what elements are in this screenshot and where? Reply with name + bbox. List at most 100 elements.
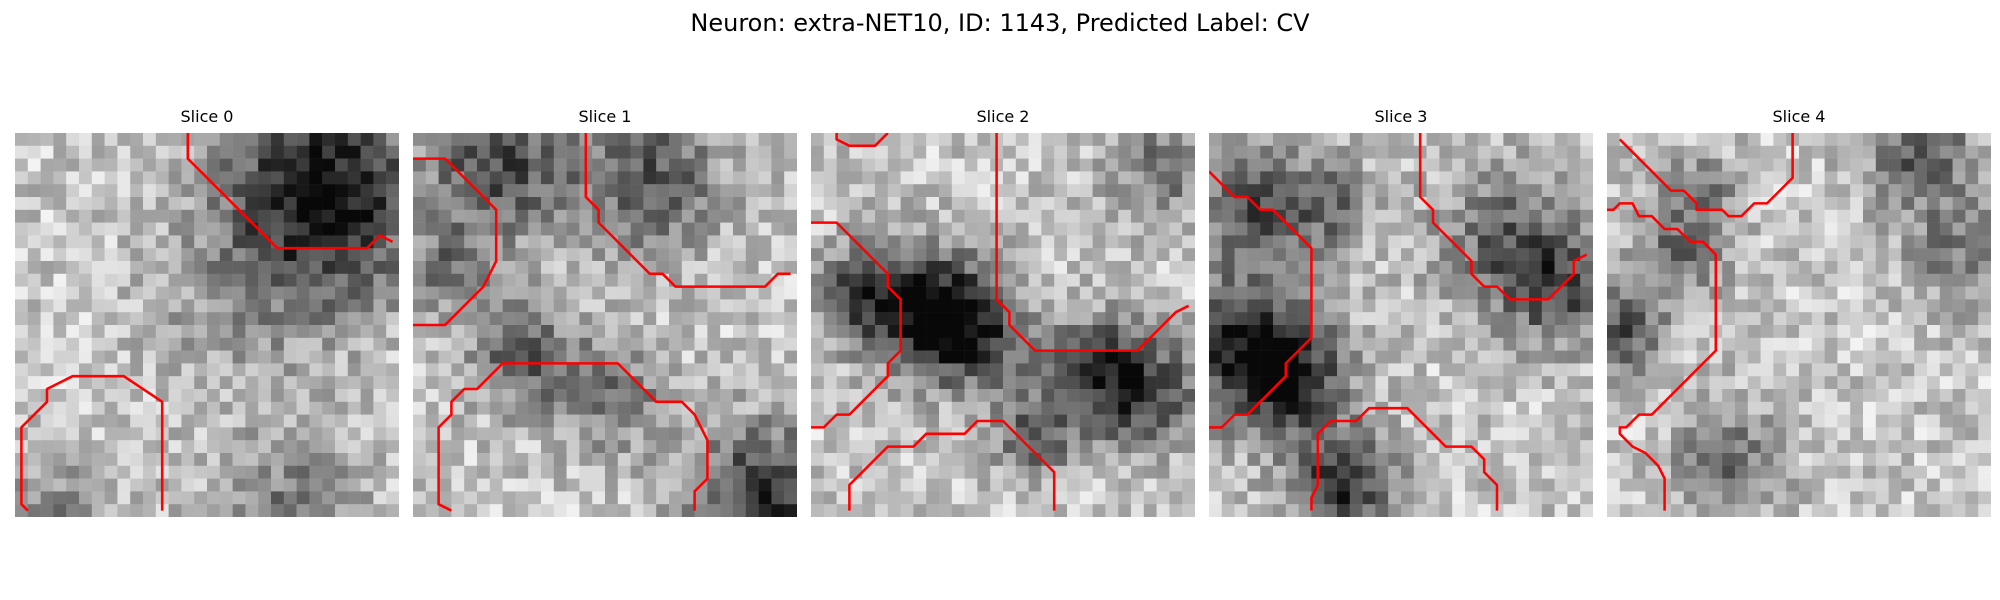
pixel xyxy=(168,465,182,479)
pixel xyxy=(1375,184,1389,198)
pixel xyxy=(1452,325,1466,339)
pixel xyxy=(194,504,208,517)
pixel xyxy=(322,465,336,479)
pixel xyxy=(373,401,387,415)
pixel xyxy=(1054,209,1068,223)
pixel xyxy=(1799,363,1813,377)
pixel xyxy=(1773,478,1787,492)
pixel xyxy=(1541,273,1555,287)
pixel xyxy=(283,414,297,428)
pixel xyxy=(1580,171,1593,185)
pixel xyxy=(53,235,67,249)
pixel xyxy=(733,273,747,287)
pixel xyxy=(283,337,297,351)
pixel xyxy=(681,389,695,403)
pixel xyxy=(630,184,644,198)
pixel xyxy=(1580,312,1593,326)
pixel xyxy=(1388,286,1402,300)
pixel xyxy=(1503,145,1517,159)
slice-image xyxy=(811,133,1195,517)
pixel xyxy=(1529,363,1543,377)
pixel xyxy=(283,363,297,377)
pixel xyxy=(643,401,657,415)
pixel xyxy=(875,286,889,300)
pixel xyxy=(207,401,221,415)
pixel xyxy=(1632,222,1646,236)
pixel xyxy=(1978,504,1991,517)
pixel xyxy=(1067,171,1081,185)
pixel xyxy=(1927,235,1941,249)
pixel xyxy=(143,337,157,351)
pixel xyxy=(1182,235,1195,249)
pixel xyxy=(1324,222,1338,236)
pixel xyxy=(926,465,940,479)
pixel xyxy=(707,209,721,223)
pixel xyxy=(1901,350,1915,364)
pixel xyxy=(1875,299,1889,313)
pixel xyxy=(15,350,29,364)
pixel xyxy=(347,491,361,505)
pixel xyxy=(1901,389,1915,403)
pixel xyxy=(541,248,555,262)
pixel xyxy=(1028,478,1042,492)
pixel xyxy=(1888,171,1902,185)
pixel xyxy=(464,478,478,492)
pixel xyxy=(489,350,503,364)
pixel xyxy=(1735,453,1749,467)
pixel xyxy=(1362,286,1376,300)
pixel xyxy=(926,401,940,415)
pixel xyxy=(913,440,927,454)
pixel xyxy=(1285,273,1299,287)
pixel xyxy=(1837,376,1851,390)
pixel xyxy=(464,440,478,454)
pixel xyxy=(1901,286,1915,300)
pixel xyxy=(373,453,387,467)
pixel xyxy=(1156,261,1170,275)
pixel xyxy=(464,414,478,428)
pixel xyxy=(630,248,644,262)
pixel xyxy=(1079,389,1093,403)
pixel xyxy=(1490,453,1504,467)
pixel xyxy=(1465,312,1479,326)
pixel xyxy=(438,171,452,185)
pixel xyxy=(939,401,953,415)
pixel xyxy=(1388,440,1402,454)
pixel xyxy=(373,286,387,300)
pixel xyxy=(1671,248,1685,262)
pixel xyxy=(1927,337,1941,351)
pixel xyxy=(836,491,850,505)
pixel xyxy=(1067,376,1081,390)
pixel xyxy=(1632,235,1646,249)
pixel xyxy=(926,273,940,287)
pixel xyxy=(1939,197,1953,211)
pixel xyxy=(464,145,478,159)
pixel xyxy=(1182,491,1195,505)
pixel xyxy=(1824,171,1838,185)
pixel xyxy=(79,363,93,377)
pixel xyxy=(1349,401,1363,415)
pixel xyxy=(1952,261,1966,275)
pixel xyxy=(322,133,336,147)
pixel xyxy=(1503,427,1517,441)
pixel xyxy=(553,222,567,236)
pixel xyxy=(451,184,465,198)
pixel xyxy=(1607,427,1621,441)
pixel xyxy=(1054,325,1068,339)
pixel xyxy=(1477,299,1491,313)
pixel xyxy=(219,440,233,454)
pixel xyxy=(823,504,837,517)
pixel xyxy=(438,273,452,287)
pixel xyxy=(1863,133,1877,147)
pixel xyxy=(1156,440,1170,454)
pixel xyxy=(296,478,310,492)
pixel xyxy=(438,133,452,147)
pixel xyxy=(232,414,246,428)
pixel xyxy=(1632,248,1646,262)
pixel xyxy=(155,248,169,262)
pixel xyxy=(964,133,978,147)
pixel xyxy=(1786,478,1800,492)
pixel xyxy=(745,209,759,223)
pixel xyxy=(1709,350,1723,364)
pixel xyxy=(53,133,67,147)
pixel xyxy=(1554,491,1568,505)
